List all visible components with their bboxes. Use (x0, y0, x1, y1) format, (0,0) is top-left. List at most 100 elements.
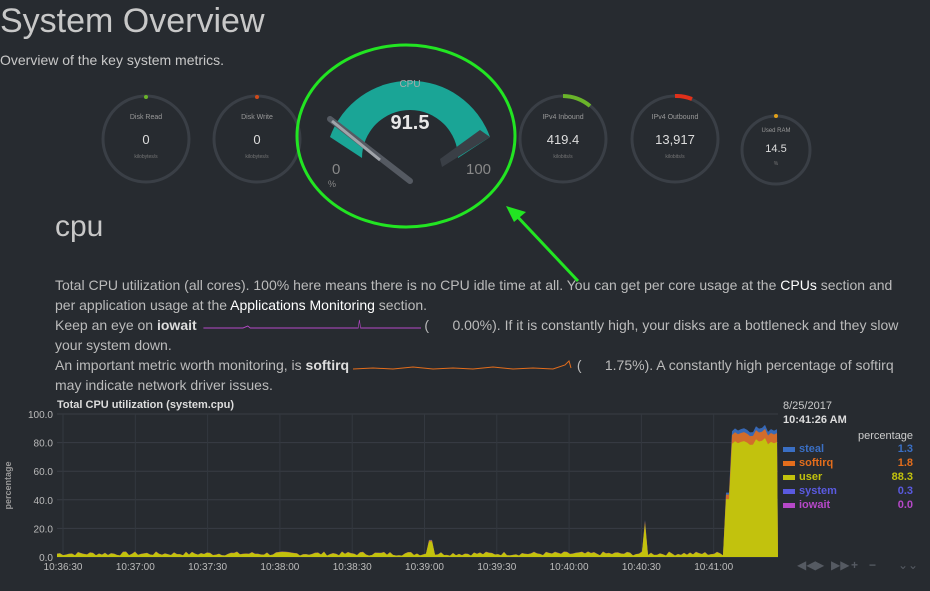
legend-units: percentage (858, 430, 914, 442)
desc-text: An important metric worth monitoring, is (55, 357, 306, 373)
desc-text: section and per application usage at the (55, 277, 893, 313)
gauge-label: Used RAM (761, 128, 791, 134)
desc-text: Keep an eye on (55, 317, 157, 333)
y-tick-label: 20.0 (34, 524, 54, 535)
series-user (57, 438, 778, 557)
gauge-value: 91.5 (390, 112, 430, 134)
page-title: System Overview (0, 2, 265, 40)
legend-value: 0.3 (897, 485, 913, 497)
y-axis-label: percentage (3, 461, 13, 509)
gauge-used-ram[interactable]: Used RAM 14.5 % (740, 114, 812, 186)
legend-value: 88.3 (891, 471, 913, 483)
gauge-unit: kilobytes/s (245, 154, 269, 160)
annotation-circle (295, 43, 517, 229)
annotation-arrow (512, 211, 580, 283)
pan-left-icon[interactable]: ◀◀ (797, 558, 816, 572)
legend-name: system (799, 485, 837, 497)
gauge-disk-write[interactable]: Disk Write 0 kilobytes/s (212, 94, 302, 184)
legend-time: 10:41:26 AM (783, 414, 847, 426)
legend-item-system[interactable]: system 0.3 (783, 485, 913, 499)
gauge-unit: kilobits/s (553, 154, 573, 160)
applications-monitoring-link[interactable]: Applications Monitoring (230, 297, 375, 313)
page-subtitle: Overview of the key system metrics. (0, 52, 225, 68)
y-tick-label: 100.0 (28, 410, 53, 421)
cpus-link[interactable]: CPUs (780, 277, 817, 293)
gauge-value: 14.5 (765, 143, 787, 155)
legend-swatch (783, 461, 795, 466)
legend-value: 0.0 (897, 499, 913, 511)
resize-icon[interactable]: ⌄⌄ (898, 558, 919, 572)
gauge-value: 0 (142, 132, 150, 147)
gauge-max: 100 (466, 161, 492, 178)
legend-name: softirq (799, 457, 834, 469)
section-title: cpu (55, 210, 104, 243)
chart-title: Total CPU utilization (system.cpu) (57, 399, 235, 411)
section-description: Total CPU utilization (all cores). 100% … (55, 277, 899, 393)
gauge-cpu[interactable]: CPU 91.5 0 100 % (310, 75, 510, 195)
iowait-value: 0.00% (452, 317, 493, 333)
legend-item-softirq[interactable]: softirq 1.8 (783, 457, 913, 471)
x-tick-label: 10:40:30 (622, 562, 661, 573)
gauge-value: 419.4 (546, 132, 580, 147)
y-tick-label: 40.0 (34, 496, 54, 507)
zoom-in-icon[interactable]: + (851, 558, 859, 572)
annotation-arrowhead (506, 206, 526, 222)
legend-name: iowait (799, 499, 831, 511)
legend-name: steal (799, 443, 825, 455)
desc-text: ). If it is constantly high, your disks … (55, 317, 899, 353)
x-tick-label: 10:40:00 (550, 562, 589, 573)
legend-swatch (783, 503, 795, 508)
gauge-ipv4-inbound[interactable]: IPv4 Inbound 419.4 kilobits/s (518, 94, 608, 184)
gauge-label: Disk Read (129, 114, 163, 121)
legend-swatch (783, 447, 795, 452)
gauge-disk-read[interactable]: Disk Read 0 kilobytes/s (101, 94, 191, 184)
x-tick-label: 10:38:30 (333, 562, 372, 573)
gauge-unit: % (328, 179, 337, 189)
gauge-unit: % (773, 161, 779, 167)
desc-text: Total CPU utilization (all cores). 100% … (55, 277, 781, 293)
gauge-unit: kilobytes/s (134, 154, 158, 160)
legend-item-iowait[interactable]: iowait 0.0 (783, 499, 913, 513)
gauge-label: CPU (399, 79, 421, 90)
gauge-ipv4-outbound[interactable]: IPv4 Outbound 13,917 kilobits/s (630, 94, 720, 184)
zoom-out-icon[interactable]: − (869, 558, 877, 572)
softirq-label: softirq (305, 357, 350, 373)
gauge-value: 0 (253, 132, 261, 147)
iowait-sparkline[interactable] (201, 319, 421, 333)
gauge-min: 0 (332, 161, 341, 178)
x-tick-label: 10:36:30 (44, 562, 83, 573)
y-tick-label: 60.0 (34, 467, 54, 478)
play-icon[interactable]: ▶ (815, 558, 825, 572)
x-tick-label: 10:38:00 (260, 562, 299, 573)
desc-text: ). A constantly high percentage of softi… (55, 357, 894, 393)
x-tick-label: 10:39:30 (477, 562, 516, 573)
legend-item-user[interactable]: user 88.3 (783, 471, 913, 485)
annotation-overlay (295, 43, 580, 283)
x-tick-label: 10:41:00 (694, 562, 733, 573)
pan-right-icon[interactable]: ▶▶ (831, 558, 850, 572)
legend-item-steal[interactable]: steal 1.3 (783, 443, 913, 457)
y-tick-label: 80.0 (34, 439, 54, 450)
desc-text: section. (374, 297, 428, 313)
legend-date: 8/25/2017 (783, 400, 832, 412)
x-tick-label: 10:37:30 (188, 562, 227, 573)
softirq-value: 1.75% (604, 357, 645, 373)
y-tick-label: 0.0 (39, 553, 53, 564)
series-softirq (57, 428, 778, 557)
cpu-chart[interactable]: 100.0 80.0 60.0 40.0 20.0 0.0 percentage 10:36:… (0, 405, 780, 575)
series-steal (57, 424, 778, 557)
x-tick-label: 10:39:00 (405, 562, 444, 573)
iowait-label: iowait (156, 317, 197, 333)
gauge-unit: kilobits/s (665, 154, 685, 160)
legend-name: user (799, 471, 823, 483)
legend-swatch (783, 475, 795, 480)
legend-value: 1.3 (897, 443, 913, 455)
gauge-label: IPv4 Outbound (651, 114, 699, 121)
legend-swatch (783, 489, 795, 494)
gauge-label: IPv4 Inbound (542, 114, 584, 121)
x-tick-label: 10:37:00 (116, 562, 155, 573)
legend-value: 1.8 (897, 457, 913, 469)
softirq-sparkline[interactable] (352, 359, 573, 373)
gauge-value: 13,917 (655, 132, 695, 147)
gauge-label: Disk Write (241, 114, 273, 121)
